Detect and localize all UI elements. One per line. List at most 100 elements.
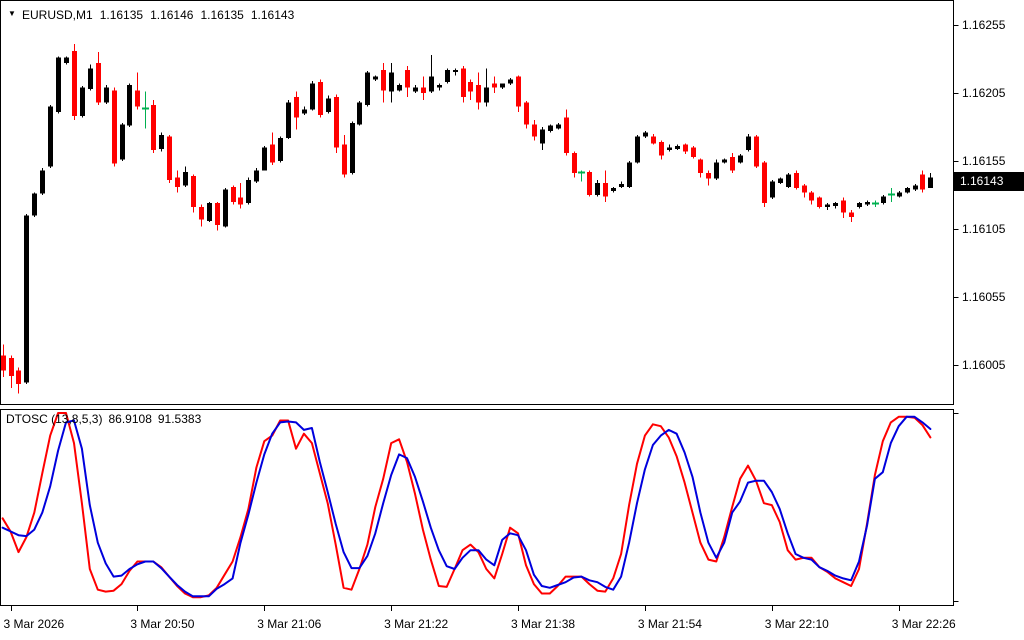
candle-body (540, 129, 545, 144)
candle-body (849, 212, 854, 217)
candle-body (342, 144, 347, 175)
candle-body (64, 57, 69, 64)
candle-body (794, 173, 799, 189)
candle-body (722, 159, 727, 163)
candle-body (135, 90, 140, 107)
panel-borders (0, 0, 954, 606)
candle-body (817, 197, 822, 208)
candle-body (104, 87, 109, 103)
indicator-value-sk: 86.9108 (108, 412, 152, 426)
candle-body (278, 137, 283, 161)
candle-body (683, 144, 688, 152)
candle-body (405, 69, 410, 88)
candle-body (706, 173, 711, 179)
price-axis-label: 1.16105 (962, 222, 1006, 236)
price-axis-label: 1.16205 (962, 86, 1006, 100)
indicator-axis[interactable]: 100 0 (953, 409, 1024, 606)
candle-body (468, 82, 473, 92)
candle-body (112, 90, 117, 164)
candle-body (72, 50, 77, 117)
candle-body (120, 124, 125, 160)
candle-body (659, 141, 664, 156)
candle-body (476, 84, 481, 103)
candle-body (318, 82, 323, 115)
candle-body (595, 182, 600, 195)
candle-body (127, 84, 132, 126)
quote-close: 1.16143 (250, 8, 295, 22)
candle-body (365, 72, 370, 106)
candle-body (88, 68, 93, 89)
time-axis-label: 3 Mar 2026 (3, 617, 65, 631)
candle-body (326, 98, 331, 113)
candle-body (754, 136, 759, 167)
quote-low: 1.16135 (200, 8, 244, 22)
candle-body (175, 177, 180, 187)
candle-body (191, 175, 196, 208)
candle-body (524, 102, 529, 125)
candle-body (389, 72, 394, 92)
candle-body (286, 102, 291, 138)
candle-body (207, 203, 212, 221)
candle-body (825, 204, 830, 208)
candle-body (246, 180, 251, 204)
candle-body (484, 87, 489, 103)
candle-body (778, 178, 783, 183)
candle-body (159, 135, 164, 149)
indicator-header: DTOSC (13,8,5,3) 86.9108 91.5383 (6, 412, 207, 426)
candle-body (587, 171, 592, 195)
candle-body (746, 136, 751, 151)
candle-body (381, 69, 386, 91)
candle-body (40, 170, 45, 194)
candle-body (532, 124, 537, 137)
candle-body (611, 188, 616, 191)
candle-body (429, 76, 434, 92)
candle-body (667, 147, 672, 151)
dtosc-sd-line (1, 415, 932, 598)
candle-body (231, 186, 236, 202)
candle-body (730, 156, 735, 171)
price-axis-label: 1.16055 (962, 290, 1006, 304)
time-axis-label: 3 Mar 21:22 (384, 617, 449, 631)
candle-body (928, 177, 933, 189)
dtosc-lines-layer (1, 412, 932, 599)
candle-body (183, 171, 188, 186)
candle-body (841, 200, 846, 213)
candles-layer (1, 44, 933, 394)
candle-body (651, 136, 656, 144)
candle-body (691, 147, 696, 157)
candle-body (350, 122, 355, 174)
chart-dropdown-icon[interactable]: ▼ (8, 9, 16, 18)
candle-body (56, 57, 61, 113)
candle-body (508, 79, 513, 84)
candle-body (167, 136, 172, 181)
candle-body (1, 355, 6, 371)
candle-body (762, 162, 767, 204)
time-axis[interactable]: 3 Mar 2026 3 Mar 20:50 3 Mar 21:06 3 Mar 21… (0, 606, 1024, 640)
candle-body (897, 192, 902, 197)
quote-high: 1.16146 (150, 8, 194, 22)
candle-body (881, 196, 886, 204)
dtosc-sk-line (1, 412, 932, 599)
price-axis-label: 1.16255 (962, 18, 1006, 32)
candle-body (215, 203, 220, 225)
candle-body (492, 83, 497, 88)
indicator-title: DTOSC (13,8,5,3) (6, 412, 103, 426)
candle-body (643, 132, 648, 137)
candle-body (738, 155, 743, 163)
candle-body (270, 144, 275, 163)
candle-body (714, 162, 719, 179)
candle-body (413, 87, 418, 92)
candle-body (627, 162, 632, 187)
candle-body (199, 207, 204, 220)
price-axis[interactable]: 1.16255 1.16205 1.16155 1.16105 1.16055 1.160… (953, 0, 1024, 404)
candle-body (833, 203, 838, 206)
candle-body (516, 76, 521, 107)
time-axis-label: 3 Mar 21:54 (637, 617, 702, 631)
time-axis-label: 3 Mar 21:38 (511, 617, 576, 631)
candle-body (802, 185, 807, 193)
candle-body (905, 188, 910, 193)
candle-body (96, 63, 101, 103)
candle-body (865, 201, 870, 205)
